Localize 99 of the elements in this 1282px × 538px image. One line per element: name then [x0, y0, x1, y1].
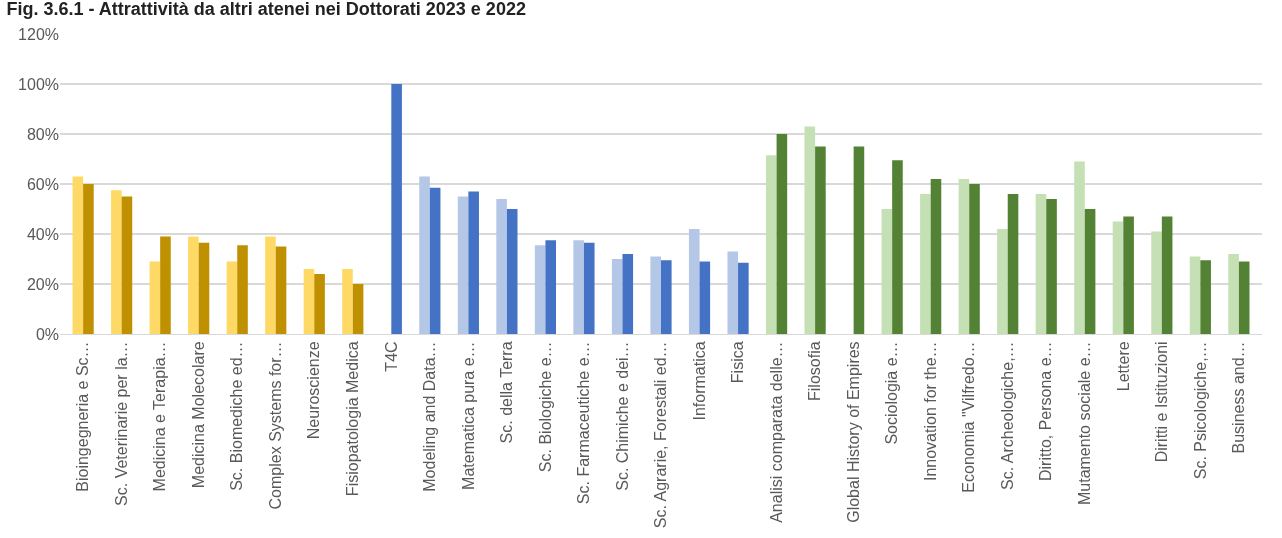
- bar: [1161, 216, 1173, 334]
- x-tick-label: Matematica pura e…: [459, 341, 477, 490]
- bar: [534, 245, 546, 334]
- x-tick-label: Sc. Chimiche e dei…: [613, 341, 631, 491]
- bar: [1228, 254, 1239, 334]
- bar: [622, 254, 634, 334]
- x-tick-label: Sc. Biologiche e…: [536, 341, 554, 473]
- bar: [881, 209, 893, 334]
- y-tick-label: 100%: [18, 75, 59, 93]
- x-tick-label: Global History of Empires: [844, 341, 862, 523]
- bar: [611, 259, 623, 334]
- x-tick-label: Neuroscienze: [305, 341, 323, 440]
- bar: [1151, 231, 1162, 334]
- bar: [314, 274, 325, 334]
- x-tick-label: Sc. Agrarie, Forestali ed…: [652, 341, 670, 529]
- x-tick-label: Medicina e Terapia…: [151, 341, 169, 492]
- x-tick-label: Sociologia e…: [883, 341, 901, 445]
- x-tick-label: Sc. della Terra: [498, 341, 516, 444]
- bar: [1189, 256, 1201, 334]
- bar: [930, 179, 942, 334]
- bar: [1084, 209, 1096, 334]
- bar: [776, 134, 788, 334]
- bar: [160, 236, 171, 334]
- x-tick-label: Innovation for the…: [921, 341, 939, 482]
- bar: [1074, 161, 1085, 334]
- bar: [265, 236, 276, 334]
- y-tick-label: 60%: [26, 175, 59, 193]
- x-tick-label: Informatica: [690, 341, 708, 421]
- bar: [815, 146, 826, 334]
- x-tick-label: Sc. Veterinarie per la…: [112, 341, 130, 506]
- x-tick-label: Diritti e Istituzioni: [1153, 341, 1171, 463]
- x-tick-label: T4C: [382, 341, 400, 372]
- bar: [468, 191, 479, 334]
- bar: [650, 256, 661, 334]
- bar: [1007, 194, 1019, 334]
- bar: [727, 251, 739, 334]
- bar: [969, 184, 980, 334]
- x-tick-label: Sc. Farmaceutiche e…: [575, 341, 593, 505]
- bar: [496, 199, 507, 334]
- bar: [72, 176, 84, 334]
- bar: [198, 242, 210, 334]
- x-tick-label: Sc. Archeologiche,…: [998, 341, 1016, 490]
- bar: [121, 196, 133, 334]
- x-tick-label: Analisi comparata delle…: [767, 341, 785, 523]
- x-tick-label: Complex Systems for…: [266, 341, 284, 510]
- bar: [997, 229, 1008, 334]
- bar: [391, 84, 402, 334]
- x-tick-label: Lettere: [1114, 341, 1132, 392]
- bar: [1035, 194, 1047, 334]
- bar: [853, 146, 865, 334]
- bar: [1123, 216, 1134, 334]
- bar: [352, 284, 364, 334]
- bar: [457, 196, 469, 334]
- bar: [188, 236, 199, 334]
- bar: [83, 184, 94, 334]
- bar: [237, 245, 248, 334]
- bar: [738, 262, 749, 334]
- bar: [573, 240, 584, 334]
- y-tick-label: 80%: [26, 125, 59, 143]
- bar: [661, 260, 672, 334]
- bar: [1112, 221, 1124, 334]
- y-tick-label: 0%: [35, 325, 59, 343]
- bar: [583, 242, 595, 334]
- bar: [342, 269, 353, 334]
- bar: [506, 209, 518, 334]
- x-tick-label: Fisiopatologia Medica: [343, 341, 361, 497]
- bar: [804, 126, 816, 334]
- x-tick-label: Bioingegneria e Sc…: [74, 341, 92, 492]
- bar: [1200, 260, 1211, 334]
- bar: [545, 240, 557, 334]
- x-tick-label: Modeling and Data…: [421, 341, 439, 492]
- bar: [429, 187, 441, 334]
- bar: [1238, 261, 1250, 334]
- bar: [958, 179, 970, 334]
- x-tick-label: Medicina Molecolare: [189, 341, 207, 489]
- x-tick-label: Diritto, Persona e…: [1037, 341, 1055, 482]
- x-tick-label: Sc. Biomediche ed…: [228, 341, 246, 491]
- bar: [765, 155, 777, 334]
- x-tick-label: Business and…: [1230, 341, 1248, 454]
- bar: [226, 261, 238, 334]
- y-tick-label: 120%: [18, 25, 59, 43]
- bar: [688, 229, 700, 334]
- bar: [303, 269, 315, 334]
- y-tick-label: 20%: [26, 275, 59, 293]
- bar: [275, 246, 287, 334]
- bar: [892, 160, 903, 334]
- bar: [419, 176, 430, 334]
- bar: [111, 190, 122, 334]
- x-tick-label: Economia "Vilfredo…: [960, 341, 978, 493]
- y-tick-label: 40%: [26, 225, 59, 243]
- bar: [699, 261, 711, 334]
- x-tick-label: Mutamento sociale e…: [1075, 341, 1093, 506]
- x-tick-label: Sc. Psicologiche,…: [1191, 341, 1209, 480]
- bar: [920, 194, 931, 334]
- chart-title: Fig. 3.6.1 - Attrattività da altri atenei nei Dottorati 2023 e 2022: [6, 0, 526, 20]
- x-tick-label: Fisica: [729, 341, 747, 384]
- x-tick-label: Filosofia: [806, 341, 824, 401]
- bar: [1046, 199, 1057, 334]
- bar: [149, 261, 161, 334]
